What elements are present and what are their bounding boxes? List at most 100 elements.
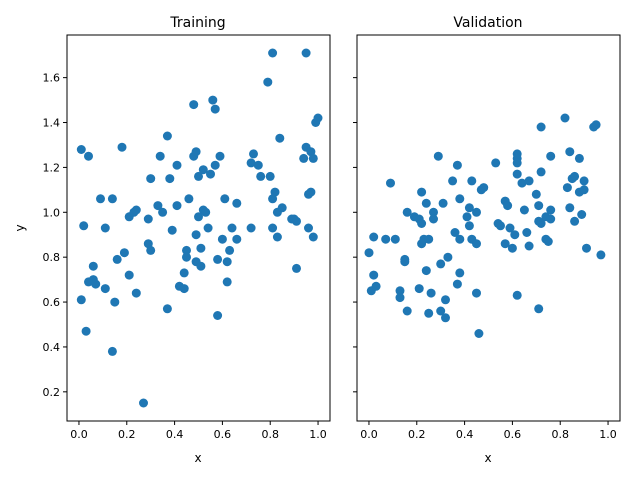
data-point xyxy=(81,326,91,336)
data-point xyxy=(222,277,232,287)
data-point xyxy=(546,151,556,161)
validation-title: Validation xyxy=(453,15,522,31)
data-point xyxy=(162,304,172,314)
data-point xyxy=(256,171,266,181)
data-point xyxy=(424,308,434,318)
data-point xyxy=(534,304,544,314)
data-point xyxy=(364,248,374,258)
x-tick-label: 1.0 xyxy=(599,428,617,441)
data-point xyxy=(203,223,213,233)
x-tick-label: 0.8 xyxy=(261,428,279,441)
data-point xyxy=(208,95,218,105)
data-point xyxy=(194,212,203,222)
data-point xyxy=(191,147,201,157)
data-point xyxy=(472,239,481,249)
data-point xyxy=(100,284,110,294)
data-point xyxy=(546,205,556,215)
data-point xyxy=(512,169,522,179)
data-point xyxy=(172,160,182,170)
data-point xyxy=(107,346,117,356)
data-point xyxy=(496,221,505,231)
data-point xyxy=(268,48,278,58)
data-point xyxy=(570,171,580,181)
data-point xyxy=(436,306,446,316)
data-point xyxy=(217,234,227,244)
y-tick-label: 0.8 xyxy=(43,251,61,264)
data-point xyxy=(299,153,309,163)
data-point xyxy=(182,252,191,262)
data-point xyxy=(155,151,165,161)
data-point xyxy=(402,207,412,217)
data-point xyxy=(222,257,232,267)
data-point xyxy=(213,311,223,320)
data-point xyxy=(100,223,110,233)
data-point xyxy=(450,228,460,237)
data-point xyxy=(429,207,438,217)
data-point xyxy=(131,288,141,298)
data-point xyxy=(124,270,134,280)
x-tick-label: 0.0 xyxy=(70,428,88,441)
data-point xyxy=(381,234,391,244)
data-point xyxy=(308,232,318,242)
data-point xyxy=(512,158,522,168)
data-point xyxy=(179,268,189,278)
data-point xyxy=(194,171,203,181)
data-point xyxy=(400,257,410,267)
data-point xyxy=(143,214,153,224)
data-point xyxy=(277,203,287,213)
data-point xyxy=(436,259,446,269)
data-point xyxy=(491,158,501,168)
data-point xyxy=(402,306,412,316)
data-point xyxy=(524,176,534,186)
data-point xyxy=(306,187,316,197)
y-tick-label: 1.6 xyxy=(43,72,61,85)
data-point xyxy=(464,203,474,213)
x-tick-label: 0.8 xyxy=(551,428,569,441)
data-point xyxy=(441,313,450,323)
data-point xyxy=(275,133,285,143)
data-point xyxy=(158,207,168,217)
y-tick-label: 1.2 xyxy=(43,161,61,174)
data-point xyxy=(198,165,208,175)
x-tick-label: 0.4 xyxy=(166,428,184,441)
x-tick-label: 0.6 xyxy=(504,428,522,441)
data-point xyxy=(119,248,129,258)
data-point xyxy=(522,228,532,237)
data-point xyxy=(596,250,606,260)
data-point xyxy=(232,234,242,244)
data-point xyxy=(579,185,589,195)
data-point xyxy=(472,207,481,217)
validation-axes-frame xyxy=(356,34,621,422)
data-point xyxy=(201,207,211,217)
data-point xyxy=(543,237,553,246)
data-point xyxy=(210,160,220,170)
data-point xyxy=(579,176,589,186)
data-point xyxy=(536,219,546,228)
training-axes-frame xyxy=(66,34,331,422)
data-point xyxy=(96,194,105,204)
data-point xyxy=(534,201,544,211)
data-point xyxy=(220,194,230,204)
data-point xyxy=(91,279,101,289)
data-point xyxy=(582,243,591,253)
y-tick-label: 0.4 xyxy=(43,341,61,354)
data-point xyxy=(253,160,263,170)
data-point xyxy=(184,194,194,204)
data-point xyxy=(424,234,434,244)
x-tick-label: 0.6 xyxy=(214,428,232,441)
data-point xyxy=(292,216,301,226)
data-point xyxy=(472,288,481,298)
data-point xyxy=(206,169,215,179)
data-point xyxy=(232,198,242,208)
data-point xyxy=(79,221,89,231)
y-tick-label: 1.0 xyxy=(43,206,61,219)
data-point xyxy=(117,142,127,152)
data-point xyxy=(505,223,515,233)
y-tick-label: 1.4 xyxy=(43,117,61,130)
data-point xyxy=(560,113,570,123)
data-point xyxy=(215,151,225,161)
data-point xyxy=(196,261,206,271)
data-point xyxy=(474,329,484,338)
data-point xyxy=(510,230,520,240)
